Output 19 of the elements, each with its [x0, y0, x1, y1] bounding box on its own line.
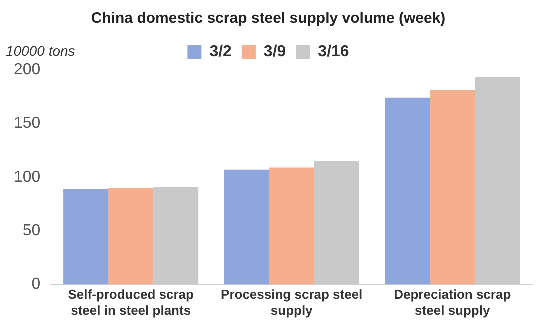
y-tick-label: 100: [14, 168, 41, 186]
bar: [108, 188, 154, 285]
legend-label: 3/16: [318, 43, 350, 60]
bar: [385, 98, 430, 285]
legend-label: 3/2: [210, 43, 232, 60]
bar: [430, 90, 476, 285]
y-tick-label: 0: [32, 276, 41, 294]
y-tick-label: 50: [22, 222, 41, 240]
x-tick-label: Processing scrap steel supply: [221, 287, 363, 318]
chart-title: China domestic scrap steel supply volume (week): [91, 10, 446, 28]
bar: [269, 168, 314, 285]
bar: [224, 170, 270, 285]
y-tick-label: 150: [14, 115, 41, 132]
x-tick-label: Depreciation scrap steel supply: [394, 287, 512, 318]
bar: [64, 189, 109, 285]
x-tick-label: Self-produced scrap steel in steel plants: [68, 287, 194, 318]
y-axis-title: 10000 tons: [6, 42, 76, 59]
legend-label: 3/9: [264, 43, 286, 60]
y-tick-label: 200: [14, 61, 41, 78]
